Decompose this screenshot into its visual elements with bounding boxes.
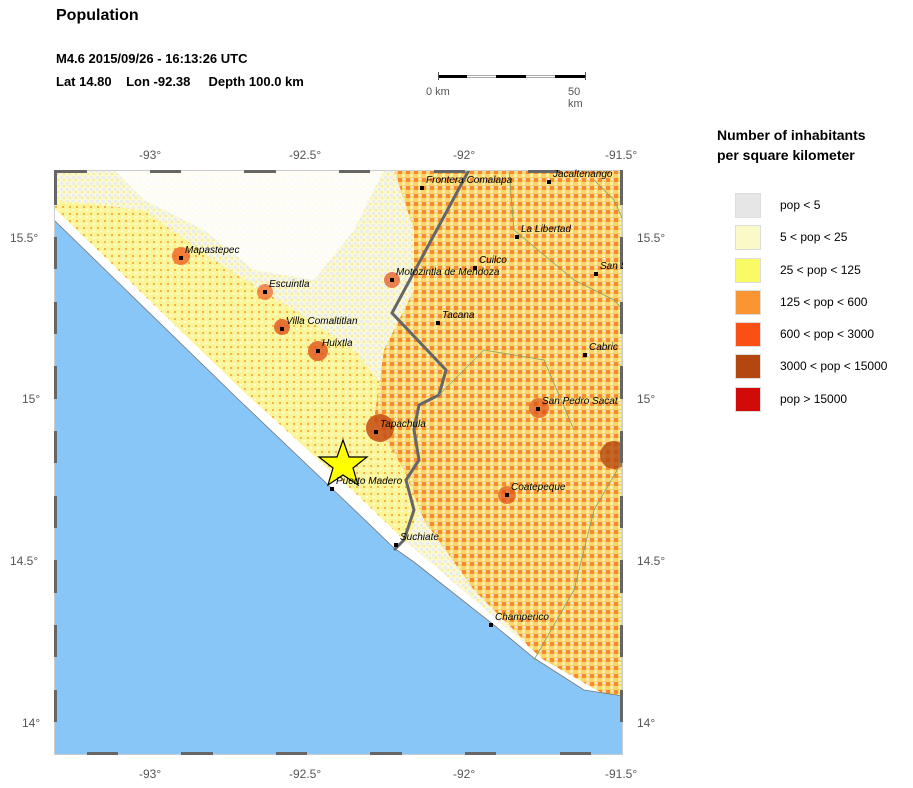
map-canvas [54,170,623,755]
legend-label: 600 < pop < 3000 [780,327,875,342]
y-tick-right: 14.5° [637,554,666,568]
legend-title-line1: Number of inhabitants [717,127,866,143]
city-label: San S [600,261,623,272]
legend-label: 25 < pop < 125 [780,262,861,277]
x-tick-bottom: -93° [139,767,162,781]
city-label: Escuintla [269,279,310,290]
legend-label: pop > 15000 [780,391,848,406]
city-label: Tacana [442,310,475,321]
legend-label: 5 < pop < 25 [780,230,848,245]
city-marker [489,623,493,627]
legend-swatch [735,193,761,218]
city-label: Cabric [589,342,618,353]
x-tick-top: -93° [139,148,162,162]
city-marker [505,493,509,497]
x-tick-bottom: -92.5° [289,767,322,781]
city-marker [394,543,398,547]
city-marker [436,321,440,325]
city-marker [374,430,378,434]
population-map [54,170,623,755]
city-label: Suchiate [400,532,439,543]
y-tick-right: 15.5° [637,231,666,245]
city-label: San Pedro Sacat [542,396,618,407]
x-tick-top: -92° [453,148,476,162]
city-label: Jacaltenango [553,169,613,180]
scale-end-label: 50 km [568,86,583,110]
y-tick-left: 15° [22,392,41,406]
city-marker [473,266,477,270]
city-label: Puerto Madero [336,476,403,487]
city-label: Motozintla de Mendoza [396,267,500,278]
city-marker [583,353,587,357]
city-marker [179,256,183,260]
city-label: Champerico [495,612,549,623]
city-marker [515,235,519,239]
city-marker [280,327,284,331]
city-marker [420,186,424,190]
scale-bar: 0 km 50 km [426,72,586,110]
city-marker [316,349,320,353]
city-label: Coatepeque [511,482,566,493]
legend-label: 3000 < pop < 15000 [780,359,888,374]
city-marker [536,407,540,411]
scale-start-label: 0 km [426,86,450,98]
city-marker [330,487,334,491]
page-title: Population [56,7,139,24]
legend-swatch [735,257,761,283]
event-info: M4.6 2015/09/26 - 16:13:26 UTC [56,51,248,66]
location-info: Lat 14.80 Lon -92.38 Depth 100.0 km [56,74,304,89]
y-tick-left: 14° [22,716,41,730]
x-tick-bottom: -91.5° [605,767,638,781]
city-marker [594,272,598,276]
y-tick-right: 14° [637,716,656,730]
city-label: Huixtla [322,338,353,349]
x-tick-bottom: -92° [453,767,476,781]
x-tick-top: -91.5° [605,148,638,162]
legend-swatch [735,289,761,315]
city-label: Cuilco [479,255,507,266]
legend-swatch [735,225,761,251]
city-marker [263,290,267,294]
y-tick-left: 15.5° [10,231,39,245]
city-label: Villa Comaltitlan [286,316,358,327]
city-label: La Libertad [521,224,572,235]
legend-label: pop < 5 [780,198,821,212]
legend-label: 125 < pop < 600 [780,294,868,309]
y-tick-right: 15° [637,392,656,406]
y-tick-left: 14.5° [10,554,39,568]
legend-title-line2: per square kilometer [717,147,855,163]
legend-swatch [735,386,761,412]
x-tick-top: -92.5° [289,148,322,162]
city-label: Mapastepec [185,245,240,256]
city-marker [547,180,551,184]
legend-swatch [735,354,761,380]
legend-title: Number of inhabitants per square kilomet… [717,125,866,165]
city-label: Frontera Comalapa [426,175,513,186]
city-label: Tapachula [380,419,426,430]
legend-swatch [735,322,761,348]
city-marker [390,278,394,282]
